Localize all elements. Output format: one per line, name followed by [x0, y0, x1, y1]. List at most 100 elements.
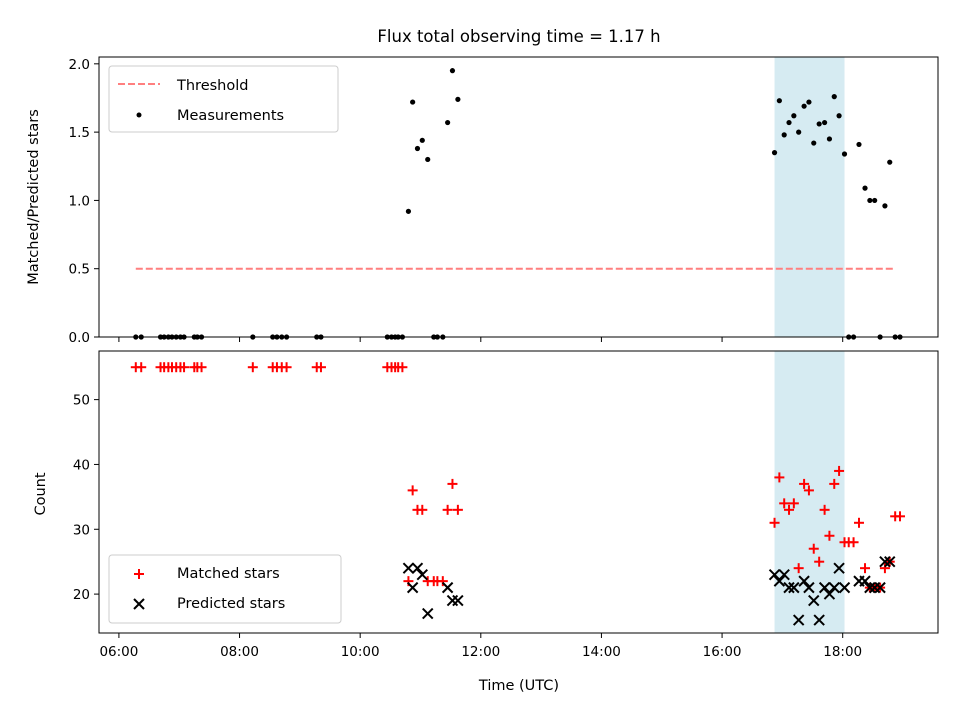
- predicted-stars-legend-swatch: [133, 598, 145, 610]
- matched-stars-point: [793, 563, 804, 574]
- matched-stars-point: [281, 362, 292, 373]
- matched-stars-point: [769, 517, 780, 528]
- matched-stars-point: [397, 362, 408, 373]
- matched-stars-point: [853, 517, 864, 528]
- flux-ratio-legend: Threshold Measurements: [108, 65, 339, 133]
- count-x-tick-label: 16:00: [703, 644, 742, 660]
- measurement-point: [455, 96, 461, 102]
- matched-stars-point: [774, 472, 785, 483]
- matched-stars-point: [196, 362, 207, 373]
- measurement-point: [796, 129, 802, 135]
- predicted-stars-point: [416, 568, 429, 581]
- predicted-stars-point: [402, 562, 415, 574]
- matched-stars-point: [879, 563, 890, 574]
- matched-stars-point: [452, 504, 463, 515]
- count-x-tick-label: 06:00: [99, 644, 138, 660]
- matched-stars-point: [784, 504, 795, 515]
- matched-stars-point: [803, 485, 814, 496]
- count-x-tick-label: 14:00: [582, 644, 621, 660]
- measurement-point: [816, 121, 822, 127]
- count-legend: Matched stars Predicted stars: [108, 554, 342, 624]
- predicted-stars-point: [803, 581, 815, 594]
- measurement-point: [781, 132, 787, 138]
- measurement-point: [831, 94, 837, 100]
- flux-ratio-y-axis-label: Matched/Predicted stars: [26, 109, 42, 285]
- predicted-stars-point: [864, 581, 876, 594]
- matched-stars-point: [824, 530, 835, 541]
- measurement-point: [862, 185, 868, 191]
- measurement-point: [791, 113, 797, 119]
- count-x-tick-label: 10:00: [341, 644, 380, 660]
- flux-ratio-y-tick-label: 1.0: [69, 193, 90, 209]
- predicted-stars-point: [818, 581, 831, 594]
- flux-ratio-y-tick-label: 0.5: [69, 262, 90, 278]
- measurement-point: [867, 197, 873, 204]
- predicted-stars-point: [788, 581, 800, 594]
- matched-stars-point: [808, 543, 819, 554]
- predicted-stars-point: [411, 562, 424, 574]
- count-marks: [130, 362, 906, 626]
- matched-stars-point: [442, 504, 453, 515]
- matched-stars-point: [829, 478, 840, 489]
- flux-ratio-legend-box: [108, 65, 339, 133]
- predicted-stars-point: [833, 562, 845, 574]
- measurement-point: [882, 203, 888, 209]
- matched-stars-point: [179, 362, 190, 373]
- matched-stars-point: [407, 485, 418, 496]
- measurement-point: [771, 150, 778, 156]
- measurement-point: [414, 145, 421, 152]
- matched-stars-point: [315, 362, 326, 373]
- chart-title: Flux total observing time = 1.17 h: [377, 27, 660, 46]
- matched-stars-point: [788, 498, 799, 509]
- flux-ratio-panel: 0.00.51.01.52.0 Matched/Predicted stars …: [26, 56, 939, 346]
- measurement-point: [826, 136, 833, 142]
- flux-ratio-ticks: 0.0 0.5 1.0 1.5 2.0: [69, 57, 844, 346]
- predicted-stars-point: [879, 555, 891, 568]
- matched-stars-point: [136, 362, 147, 373]
- measurement-point: [776, 98, 782, 104]
- count-ticks: 20 30 40 50 06:00 08:00 10:00 12:00 14:00 16:00 18…: [73, 393, 862, 660]
- predicted-stars-point: [874, 581, 886, 594]
- matched-stars-point: [860, 563, 871, 574]
- measurement-point: [405, 208, 412, 214]
- predicted-stars-point: [768, 568, 781, 581]
- predicted-stars-point: [808, 594, 820, 607]
- measurement-point: [856, 141, 862, 148]
- count-y-tick-label: 30: [73, 522, 90, 538]
- predicted-stars-point: [452, 594, 464, 607]
- predicted-stars-point: [792, 614, 805, 626]
- matched-stars-legend-swatch: [134, 569, 144, 579]
- measurements-legend-label: Measurements: [177, 108, 284, 124]
- count-y-tick-label: 40: [73, 457, 90, 473]
- flux-ratio-marks: [133, 68, 903, 340]
- predicted-stars-point: [778, 568, 790, 581]
- flux-ratio-y-tick-label: 2.0: [69, 57, 90, 73]
- measurements-legend-swatch: [136, 112, 142, 118]
- predicted-stars-point: [798, 575, 810, 587]
- matched-stars-point: [895, 511, 906, 522]
- predicted-stars-legend-label: Predicted stars: [177, 596, 285, 612]
- measurement-point: [822, 119, 828, 126]
- count-x-tick-label: 18:00: [823, 644, 862, 660]
- flux-ratio-plot-frame: [98, 56, 939, 338]
- predicted-stars-point: [406, 581, 419, 594]
- count-y-axis-label: Count: [33, 472, 49, 515]
- count-plot-frame: [98, 350, 939, 634]
- flux-ratio-y-tick-label: 1.5: [69, 125, 90, 141]
- predicted-stars-point: [446, 594, 459, 607]
- measurement-point: [445, 119, 451, 126]
- predicted-stars-point: [813, 614, 825, 626]
- predicted-stars-point: [823, 588, 836, 600]
- matched-stars-legend-label: Matched stars: [177, 566, 280, 582]
- count-y-tick-label: 50: [73, 393, 90, 409]
- matched-stars-point: [417, 504, 428, 515]
- predicted-stars-point: [828, 581, 840, 594]
- count-x-tick-label: 08:00: [220, 644, 259, 660]
- measurement-point: [786, 119, 792, 126]
- measurement-point: [410, 99, 416, 105]
- measurement-point: [419, 137, 425, 143]
- predicted-stars-point: [441, 581, 454, 594]
- measurement-point: [887, 159, 893, 165]
- count-legend-box: [108, 554, 342, 624]
- matched-stars-point: [819, 504, 830, 515]
